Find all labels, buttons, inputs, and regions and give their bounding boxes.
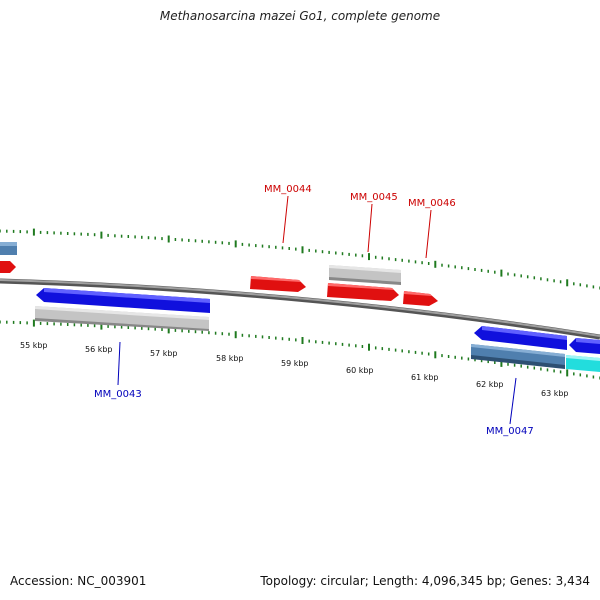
- leader-line-MM_0044: [282, 195, 289, 244]
- gene-label-MM_0043[interactable]: MM_0043: [94, 389, 142, 400]
- leader-line-MM_0043: [117, 341, 121, 386]
- genome-backbone-highlight: [0, 279, 600, 337]
- gene-MM_0047[interactable]: [471, 326, 567, 369]
- map-title: Methanosarcina mazei Go1, complete genom…: [159, 9, 441, 23]
- scale-label: 58 kbp: [216, 354, 244, 363]
- scale-label: 63 kbp: [541, 389, 569, 398]
- gene-MM_0046[interactable]: [403, 291, 438, 306]
- leader-line-MM_0047: [509, 377, 517, 425]
- accession-text: Accession: NC_003901: [10, 574, 147, 588]
- gene-label-MM_0047[interactable]: MM_0047: [486, 426, 534, 437]
- gene-MM_0043[interactable]: [35, 288, 210, 331]
- gene-MM_0044[interactable]: [250, 276, 306, 292]
- scale-label: 62 kbp: [476, 380, 504, 389]
- leader-line-MM_0045: [367, 203, 373, 253]
- gene-label-MM_0045[interactable]: MM_0045: [350, 192, 398, 203]
- gene-feature-steel-shine: [0, 242, 17, 246]
- scale-label: 59 kbp: [281, 359, 309, 368]
- leader-line-MM_0046: [425, 209, 432, 259]
- scale-label: 56 kbp: [85, 345, 113, 354]
- scale-label: 61 kbp: [411, 373, 439, 382]
- inner-tick-track: [0, 319, 600, 380]
- scale-label: 55 kbp: [20, 341, 48, 350]
- genome-backbone: [0, 278, 600, 340]
- gene-label-MM_0046[interactable]: MM_0046: [408, 198, 456, 209]
- gene-MM_0045[interactable]: [327, 265, 401, 301]
- outer-tick-track: [0, 228, 600, 290]
- gene-feature-right[interactable]: [566, 338, 600, 372]
- gene-arrow-forward[interactable]: [0, 261, 16, 273]
- genome-summary-text: Topology: circular; Length: 4,096,345 bp…: [260, 574, 590, 588]
- scale-label: 57 kbp: [150, 349, 178, 358]
- gene-label-MM_0044[interactable]: MM_0044: [264, 184, 312, 195]
- scale-label: 60 kbp: [346, 366, 374, 375]
